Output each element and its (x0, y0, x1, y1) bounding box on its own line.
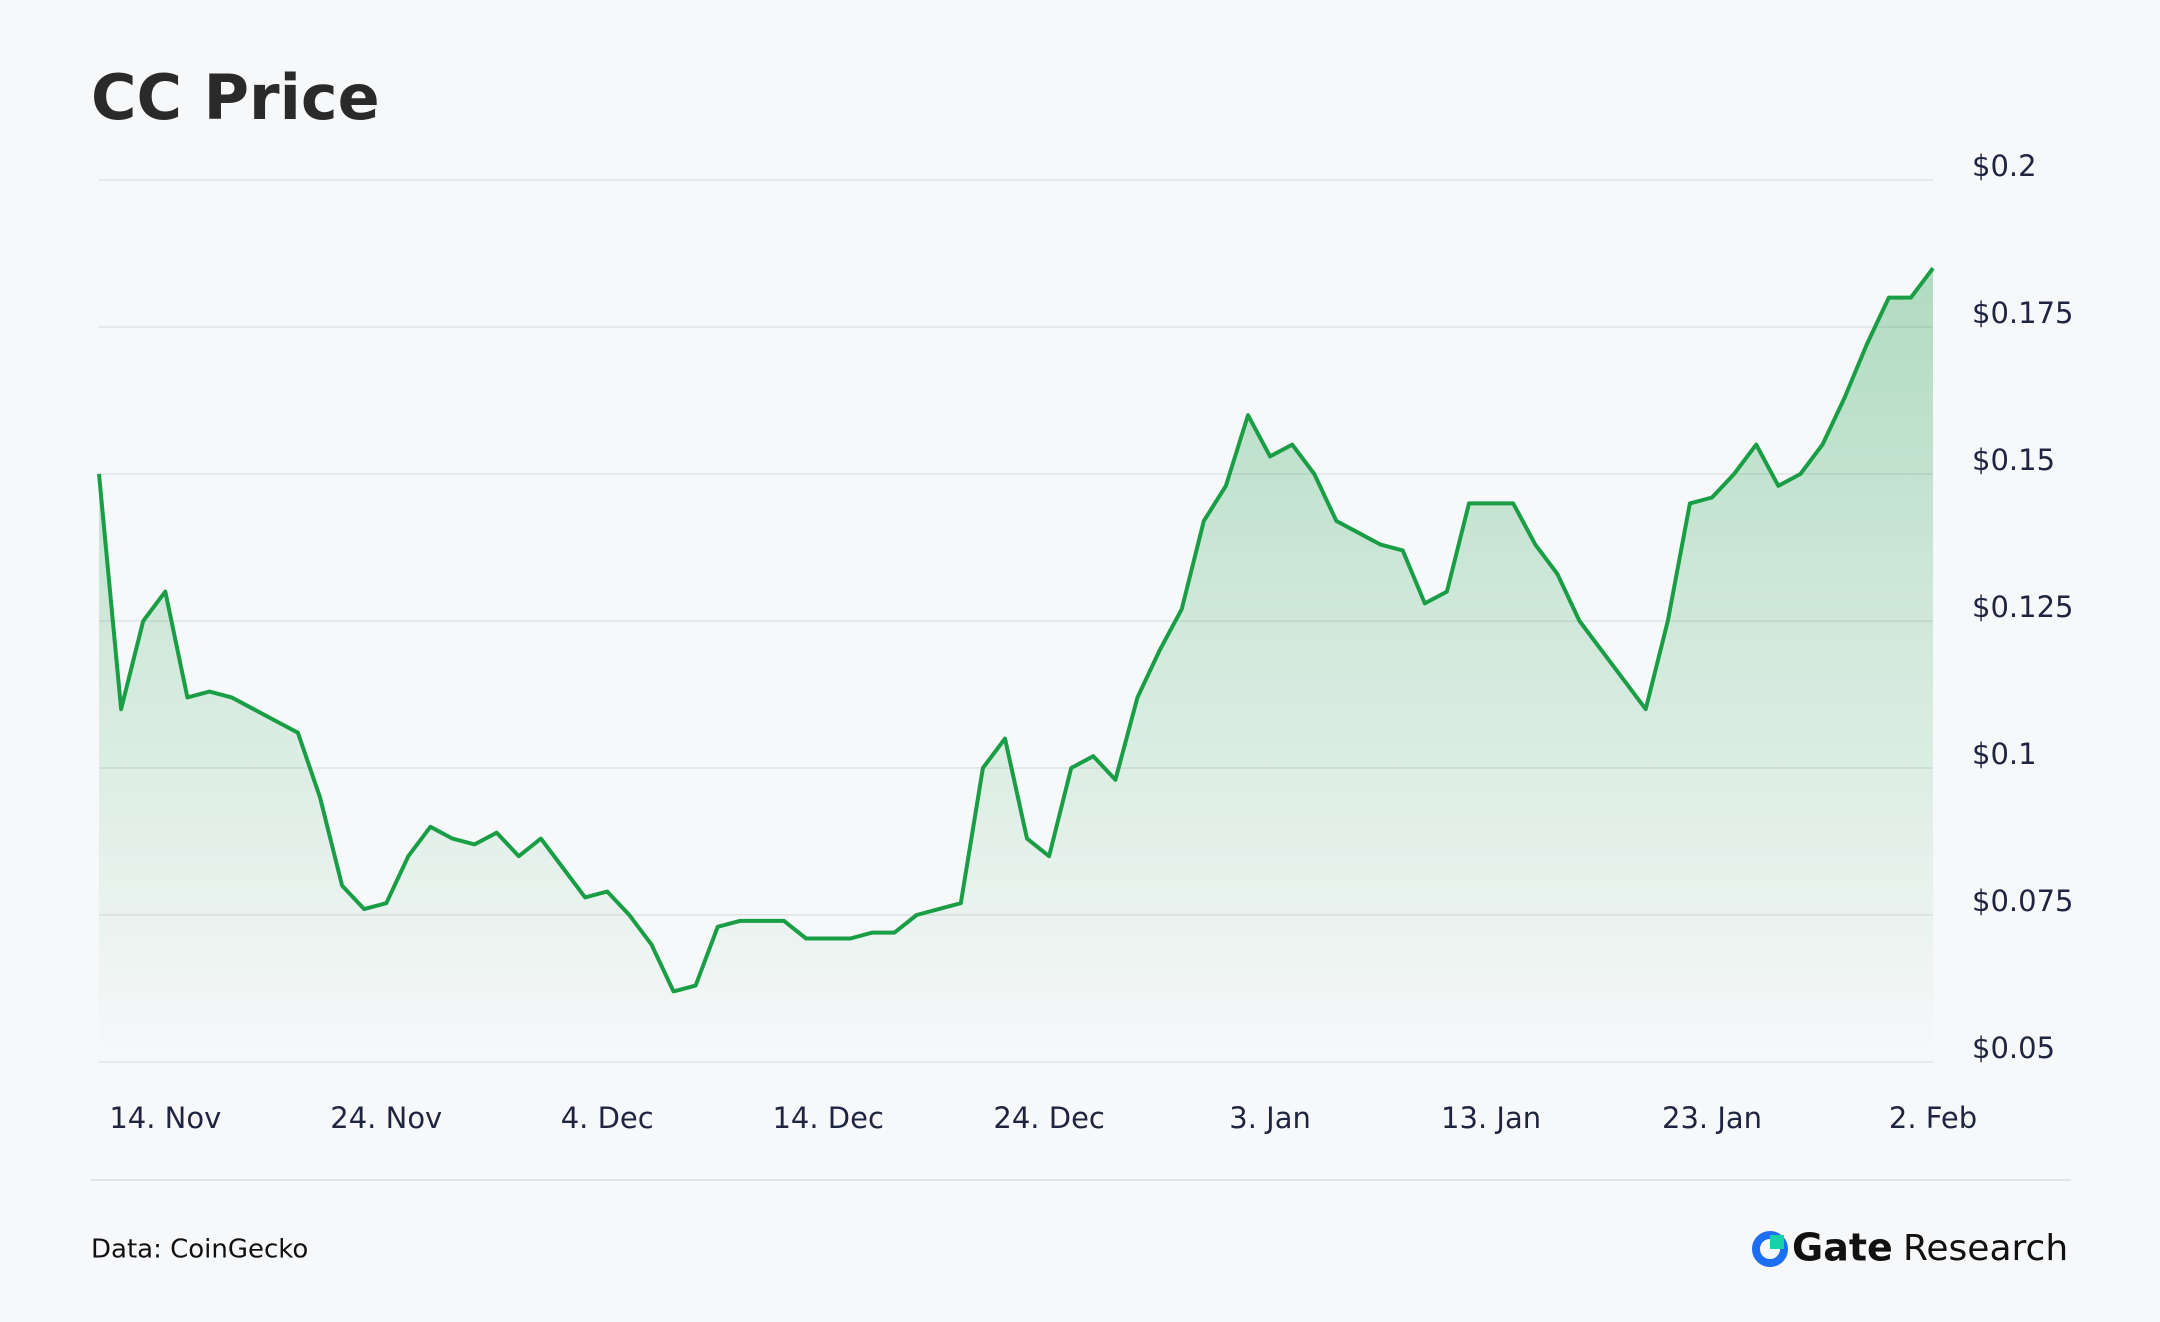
brand-name: Gate (1792, 1226, 1893, 1270)
chart-title: CC Price (91, 61, 380, 134)
x-tick-label: 14. Nov (109, 1101, 221, 1135)
x-tick-label: 4. Dec (561, 1101, 654, 1135)
x-tick-label: 14. Dec (772, 1101, 883, 1135)
logo-mark-accent (1770, 1235, 1784, 1249)
x-tick-label: 23. Jan (1662, 1101, 1762, 1135)
source-note: Data: CoinGecko (91, 1235, 308, 1265)
brand-suffix: Research (1903, 1228, 2068, 1269)
y-tick-label: $0.175 (1972, 296, 2073, 330)
price-line (97, 266, 1935, 994)
x-tick-label: 13. Jan (1441, 1101, 1541, 1135)
y-tick-label: $0.05 (1972, 1031, 2055, 1065)
x-tick-label: 2. Feb (1889, 1101, 1977, 1135)
x-tick-label: 3. Jan (1229, 1101, 1311, 1135)
y-tick-label: $0.1 (1972, 737, 2037, 771)
y-tick-label: $0.125 (1972, 590, 2073, 624)
x-tick-label: 24. Nov (330, 1101, 442, 1135)
y-tick-label: $0.075 (1972, 884, 2073, 918)
y-tick-label: $0.2 (1972, 149, 2037, 183)
y-tick-label: $0.15 (1972, 443, 2055, 477)
x-tick-label: 24. Dec (993, 1101, 1104, 1135)
brand-logo: Gate Research (1752, 1226, 2068, 1270)
